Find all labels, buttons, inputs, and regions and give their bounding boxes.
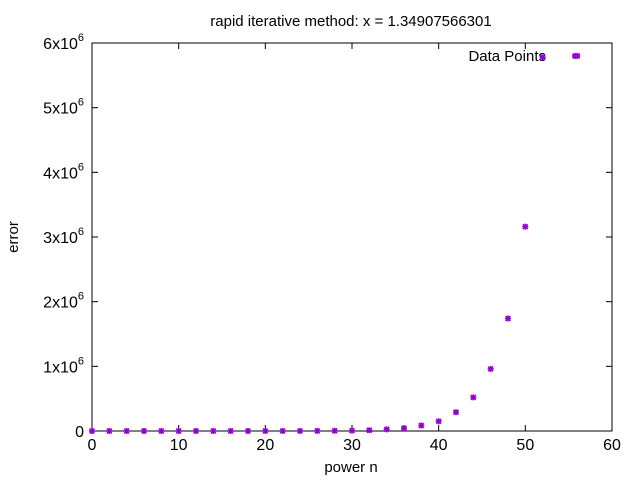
data-point (297, 427, 303, 434)
x-axis-label: power n (324, 459, 377, 476)
data-point (401, 425, 407, 432)
data-point (314, 427, 321, 434)
data-point (505, 315, 511, 322)
chart-title: rapid iterative method: x = 1.3490756630… (210, 13, 491, 30)
x-tick-label: 10 (170, 437, 188, 454)
data-point (331, 427, 338, 434)
data-point (366, 427, 373, 434)
y-tick-exponent: 6 (78, 161, 84, 173)
y-tick-label: 6x106 (43, 32, 84, 53)
y-tick-exponent: 6 (78, 97, 84, 109)
legend: Data Points (468, 48, 578, 65)
data-point (89, 428, 95, 434)
data-point (418, 422, 425, 429)
data-point (123, 428, 130, 434)
data-point (470, 394, 477, 401)
data-point (227, 428, 234, 434)
x-tick-label: 50 (516, 437, 534, 454)
plot-frame (91, 42, 613, 432)
y-tick-exponent: 6 (78, 226, 84, 238)
data-point (262, 427, 269, 434)
y-tick-label: 4x106 (43, 161, 84, 182)
data-point (435, 418, 442, 425)
data-point (522, 223, 529, 230)
data-point (193, 428, 199, 434)
data-point (175, 428, 182, 434)
data-point (245, 428, 251, 434)
y-tick-label: 1x106 (43, 355, 84, 376)
x-tick-label: 60 (603, 437, 621, 454)
x-tick-label: 30 (343, 437, 361, 454)
x-tick-label: 40 (430, 437, 448, 454)
x-axis-ticks: 0 10 20 30 40 50 60 (88, 43, 621, 454)
data-point (383, 426, 390, 433)
y-tick-label: 0 (75, 424, 84, 441)
data-point (574, 52, 581, 59)
x-tick-label: 0 (88, 437, 97, 454)
data-point (539, 54, 546, 61)
data-point (141, 428, 147, 434)
y-tick-label: 3x106 (43, 226, 84, 247)
y-tick-exponent: 6 (78, 291, 84, 303)
data-point (210, 428, 217, 434)
data-point (453, 409, 459, 416)
data-point (487, 365, 494, 372)
data-point (158, 428, 165, 434)
x-tick-label: 20 (256, 437, 274, 454)
data-point (106, 428, 113, 434)
y-tick-label: 5x106 (43, 97, 84, 118)
data-point (279, 427, 286, 434)
y-tick-exponent: 6 (78, 355, 84, 367)
data-points (89, 52, 581, 434)
y-tick-label: 2x106 (43, 291, 84, 312)
y-axis-label: error (5, 221, 22, 253)
data-point (349, 427, 355, 434)
y-tick-exponent: 6 (78, 32, 84, 44)
legend-label: Data Points (468, 48, 546, 65)
y-axis-ticks: 0 1x106 2x106 3x106 4x106 5x106 6x106 (43, 32, 612, 441)
